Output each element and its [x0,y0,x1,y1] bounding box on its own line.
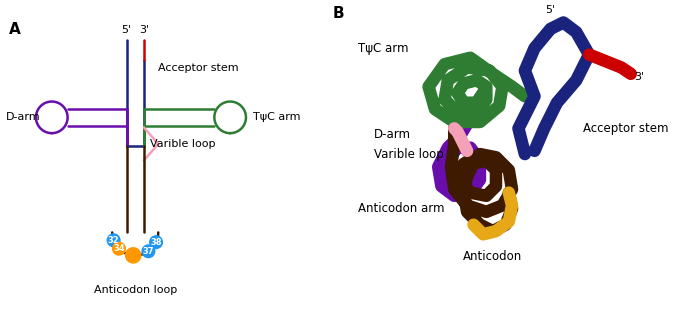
Text: 5': 5' [121,25,132,35]
Text: Acceptor stem: Acceptor stem [583,122,668,135]
Text: TψC arm: TψC arm [253,112,301,122]
Circle shape [112,242,125,255]
Circle shape [125,248,141,263]
Text: Anticodon: Anticodon [463,250,523,263]
Text: 37: 37 [142,247,154,256]
Text: 5': 5' [545,5,556,15]
Text: 34: 34 [113,244,125,253]
Text: Varible loop: Varible loop [149,139,215,149]
Text: B: B [332,6,344,22]
Text: TψC arm: TψC arm [358,42,408,55]
Text: D-arm: D-arm [374,128,411,141]
Text: A: A [9,22,21,38]
Text: Anticodon arm: Anticodon arm [358,202,445,215]
Text: Anticodon loop: Anticodon loop [94,285,177,295]
Circle shape [142,245,155,258]
Text: Acceptor stem: Acceptor stem [158,64,239,74]
Text: 3': 3' [634,72,644,82]
Text: 32: 32 [108,236,119,245]
Text: 38: 38 [150,238,162,247]
Circle shape [108,234,120,247]
Text: Varible loop: Varible loop [374,148,444,160]
Text: D-arm: D-arm [5,112,40,122]
Circle shape [150,236,162,248]
Text: 3': 3' [139,25,149,35]
